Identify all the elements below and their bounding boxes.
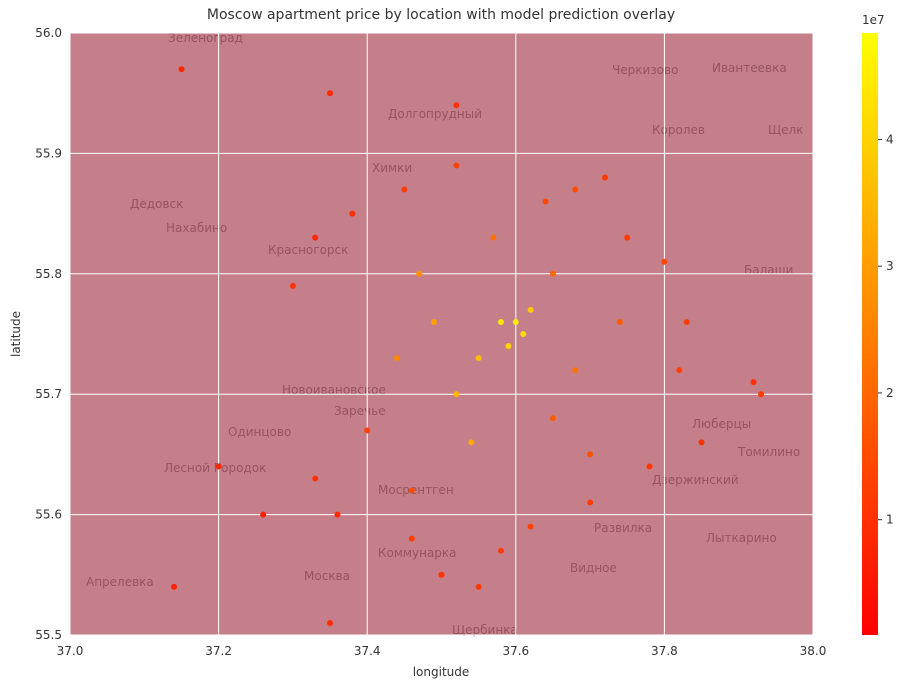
- map-label: Ивантеевка: [712, 61, 787, 75]
- colorbar-offset: 1e7: [862, 13, 885, 27]
- point: [587, 451, 594, 458]
- map-label: Щелк: [768, 123, 803, 137]
- map-label: Балаши: [744, 263, 793, 277]
- point: [215, 463, 222, 470]
- map-label: Нахабино: [166, 221, 227, 235]
- colorbar-tick-label: 1: [886, 513, 894, 527]
- point: [587, 499, 594, 506]
- point: [520, 331, 527, 337]
- point: [327, 90, 334, 97]
- point: [349, 210, 356, 217]
- map-label: Черкизово: [612, 63, 678, 77]
- colorbar-tick-label: 3: [886, 259, 894, 273]
- y-tick-label: 55.5: [35, 628, 62, 642]
- point: [468, 439, 475, 446]
- map-label: Томилино: [737, 445, 800, 459]
- point: [393, 355, 400, 362]
- point: [572, 367, 579, 374]
- point: [497, 318, 504, 325]
- map-label: Развилка: [594, 521, 652, 535]
- point: [549, 415, 556, 422]
- point: [416, 270, 423, 277]
- point: [171, 583, 178, 590]
- x-tick-label: 38.0: [800, 644, 827, 658]
- map-label: Лыткарино: [706, 531, 777, 545]
- point: [572, 186, 579, 193]
- point: [334, 511, 341, 518]
- point: [616, 318, 623, 325]
- x-tick-label: 37.2: [205, 644, 232, 658]
- point: [683, 318, 690, 325]
- map-label: Дедовск: [130, 197, 183, 211]
- point: [527, 306, 534, 313]
- point: [698, 439, 705, 446]
- chart-title: Moscow apartment price by location with …: [207, 7, 675, 23]
- map-label: Зеленоград: [168, 31, 243, 45]
- point: [408, 535, 415, 542]
- x-tick-label: 37.6: [502, 644, 529, 658]
- map-label: Апрелевка: [86, 575, 154, 589]
- colorbar-tick-label: 4: [886, 132, 894, 146]
- map-label: Долгопрудный: [388, 107, 482, 121]
- point: [401, 186, 408, 193]
- y-axis-label: latitude: [9, 311, 23, 357]
- point: [475, 583, 482, 590]
- y-tick-label: 55.9: [35, 146, 62, 160]
- point: [542, 198, 549, 205]
- map-label: Королев: [652, 123, 705, 137]
- point: [624, 234, 631, 241]
- colorbar: [862, 33, 878, 635]
- map-label: Москва: [304, 569, 350, 583]
- map-label: Заречье: [334, 404, 386, 418]
- point: [646, 463, 653, 470]
- colorbar-tick-label: 2: [886, 386, 894, 400]
- point: [178, 66, 185, 73]
- point: [364, 427, 371, 434]
- map-label: Люберцы: [692, 417, 751, 431]
- point: [505, 343, 512, 350]
- point: [661, 258, 668, 265]
- map-label: Коммунарка: [378, 546, 457, 560]
- map-label: Дзержинский: [652, 473, 739, 487]
- point: [601, 174, 608, 181]
- map-label: Щербинка: [452, 623, 518, 637]
- y-tick-label: 56.0: [35, 26, 62, 40]
- map-label: Одинцово: [228, 425, 291, 439]
- point: [312, 475, 319, 482]
- point: [676, 367, 683, 374]
- point: [312, 234, 319, 241]
- point: [260, 511, 267, 518]
- map-label: Новоивановское: [282, 383, 386, 397]
- point: [453, 102, 460, 109]
- y-tick-label: 55.7: [35, 387, 62, 401]
- point: [453, 162, 460, 169]
- point: [757, 391, 764, 398]
- point: [549, 270, 556, 277]
- point: [431, 318, 438, 325]
- point: [497, 547, 504, 554]
- x-tick-label: 37.8: [651, 644, 678, 658]
- x-axis-label: longitude: [413, 665, 470, 679]
- point: [453, 391, 460, 398]
- map-background: [70, 33, 813, 635]
- point: [490, 234, 497, 241]
- y-tick-label: 55.8: [35, 267, 62, 281]
- map-label: Лесной Городок: [164, 461, 266, 475]
- x-tick-label: 37.0: [57, 644, 84, 658]
- point: [527, 523, 534, 530]
- point: [408, 487, 415, 494]
- point: [327, 619, 334, 626]
- point: [438, 571, 445, 578]
- map-label: Химки: [372, 161, 412, 175]
- map-label: Мосрентген: [378, 483, 454, 497]
- x-tick-label: 37.4: [354, 644, 381, 658]
- point: [289, 282, 296, 289]
- point: [475, 355, 482, 362]
- point: [512, 318, 519, 325]
- map-label: Красногорск: [268, 243, 348, 257]
- map-label: Видное: [570, 561, 617, 575]
- point: [750, 379, 757, 386]
- y-tick-label: 55.6: [35, 508, 62, 522]
